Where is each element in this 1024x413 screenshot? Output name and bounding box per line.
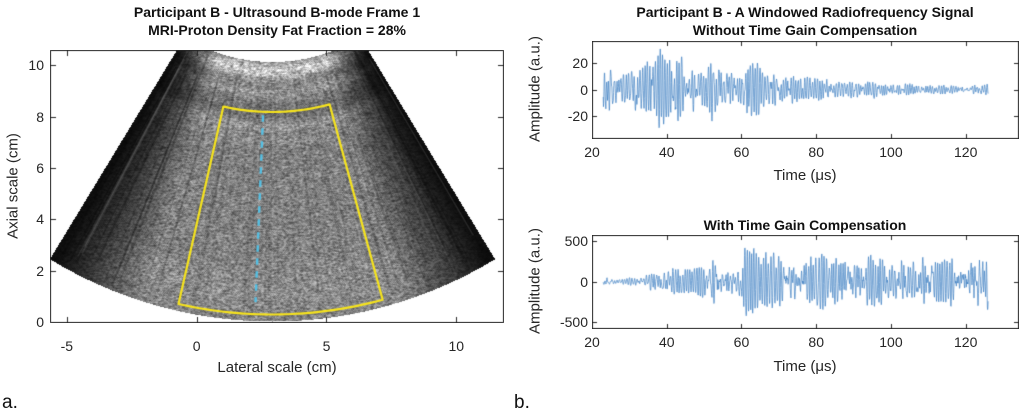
- tick-label: 4: [36, 211, 44, 228]
- tick-label: 0: [36, 314, 44, 330]
- tick-label: 500: [564, 233, 588, 250]
- tick-label: -5: [60, 338, 74, 354]
- tick-label: 10: [448, 338, 465, 354]
- tick-label: -20: [567, 107, 588, 124]
- tick-label: 6: [36, 160, 44, 177]
- tick-label: 2: [36, 262, 44, 279]
- panel-b-letter: b.: [514, 392, 530, 413]
- rf1-ylabel: Amplitude (a.u.): [526, 36, 544, 142]
- rf-signal-canvas-without-tgc: [592, 41, 1019, 139]
- panel-b-title: Participant B - A Windowed Radiofrequenc…: [555, 3, 1024, 39]
- tick-label: 8: [36, 108, 44, 125]
- tick-label: 80: [808, 334, 824, 350]
- tick-label: 80: [808, 144, 824, 160]
- tick-label: 5: [322, 338, 331, 354]
- tick-label: 20: [584, 334, 600, 350]
- tick-label: 20: [572, 55, 588, 72]
- tick-label: 10: [28, 57, 44, 74]
- rf2-ylabel: Amplitude (a.u.): [526, 228, 544, 334]
- rf1-xlabel: Time (μs): [773, 167, 837, 184]
- panel-a-ylabel: Axial scale (cm): [4, 133, 22, 239]
- tick-label: 120: [953, 144, 978, 160]
- tick-label: 20: [584, 144, 600, 160]
- bmode-ultrasound-canvas: [50, 50, 504, 323]
- tick-label: 40: [658, 144, 675, 160]
- tick-label: 0: [580, 81, 588, 98]
- tick-label: 60: [733, 334, 750, 350]
- panel-a-title: Participant B - Ultrasound B-mode Frame …: [50, 3, 504, 39]
- tick-label: 60: [733, 144, 750, 160]
- tick-label: 0: [580, 273, 588, 290]
- panel-a-title-line1: Participant B - Ultrasound B-mode Frame …: [133, 4, 421, 20]
- tick-label: 100: [879, 334, 903, 350]
- panel-a-title-line2: MRI-Proton Density Fat Fraction = 28%: [148, 22, 406, 38]
- rf2-xlabel: Time (μs): [773, 358, 837, 375]
- panel-a-letter: a.: [2, 392, 18, 413]
- tick-label: 120: [953, 334, 978, 350]
- tick-label: 0: [192, 338, 201, 354]
- panel-b-title-line1: Participant B - A Windowed Radiofrequenc…: [636, 4, 974, 20]
- tick-label: -500: [559, 313, 588, 330]
- panel-a-xlabel: Lateral scale (cm): [217, 359, 337, 376]
- rf-signal-canvas-with-tgc: [592, 235, 1019, 329]
- rf2-title: With Time Gain Compensation: [703, 217, 907, 233]
- tick-label: 40: [658, 334, 675, 350]
- tick-label: 100: [879, 144, 903, 160]
- panel-b-title-line2: Without Time Gain Compensation: [692, 22, 918, 38]
